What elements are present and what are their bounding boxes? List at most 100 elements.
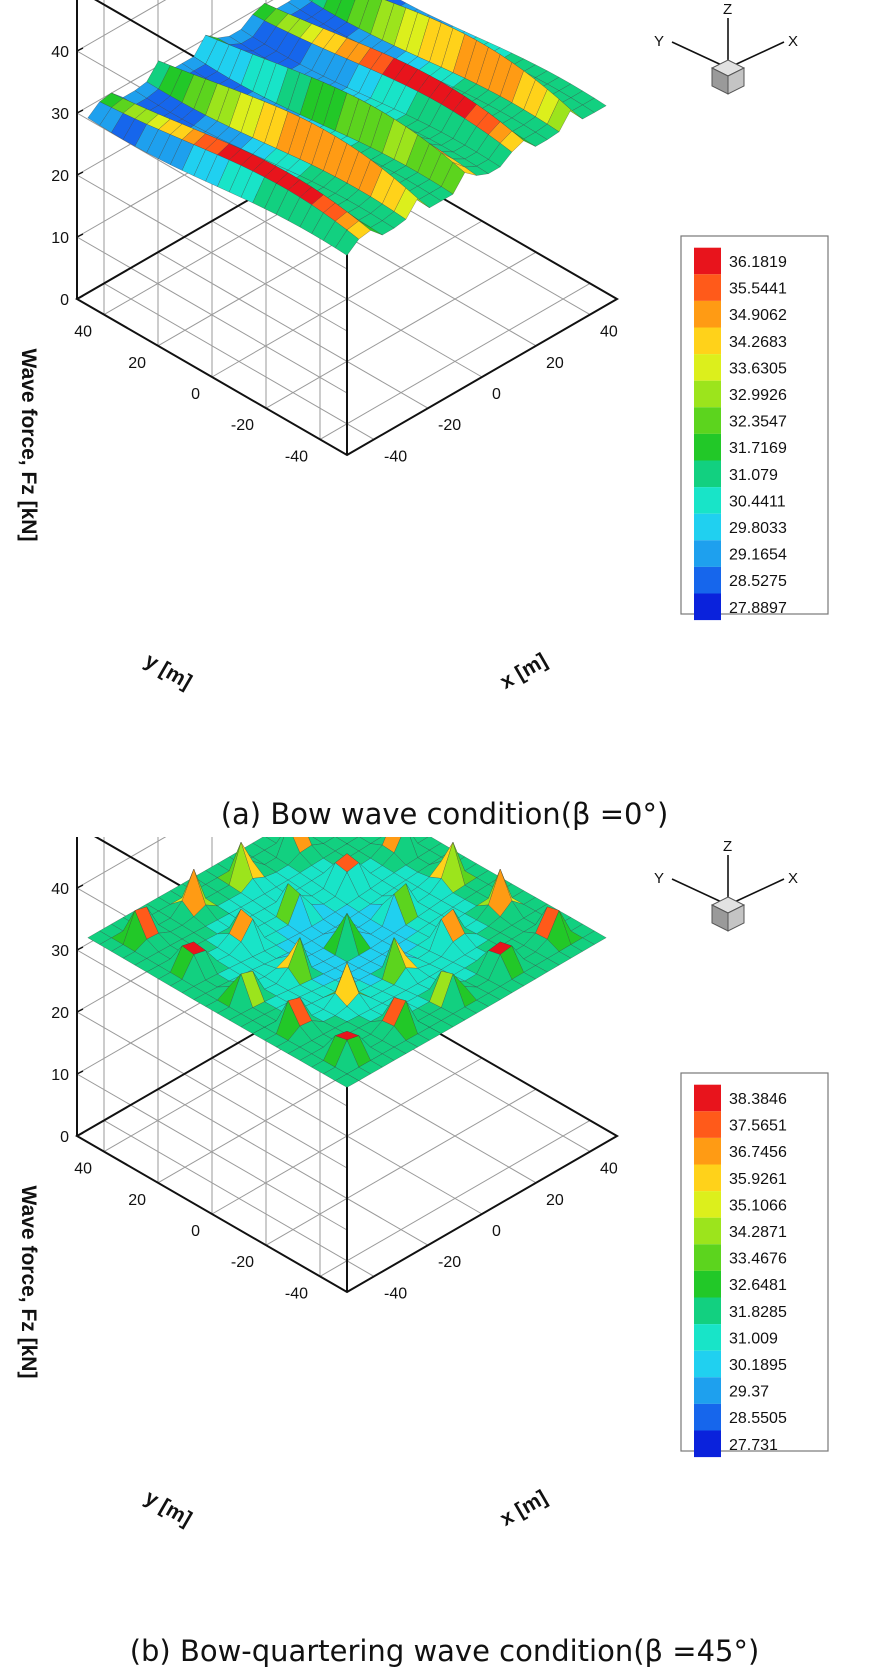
legend-swatch	[694, 593, 721, 621]
legend-level-label: 28.5505	[729, 1410, 787, 1427]
x-tick-label: 40	[600, 324, 618, 341]
y-tick-labels: -40 -20 0 20 40	[74, 1161, 308, 1303]
y-tick-label: 0	[191, 386, 200, 403]
legend-level-label: 31.079	[729, 467, 778, 484]
legend-swatch	[694, 274, 721, 301]
legend-level-label: 28.5275	[729, 573, 787, 590]
legend-swatch	[694, 380, 721, 408]
triad-cube-right	[727, 904, 745, 932]
z-tick-mark	[76, 47, 84, 52]
y-axis-label: y [m]	[141, 649, 196, 694]
legend-level-label: 34.9062	[729, 307, 787, 324]
axis-triad: Z X Y	[654, 1, 798, 95]
legend-swatch	[694, 566, 721, 594]
triad-cube-right	[727, 67, 745, 95]
triad-x-line	[727, 41, 785, 69]
legend-swatch	[694, 1430, 721, 1458]
legend-swatch	[694, 1217, 721, 1245]
legend: 38.3846 37.5651 36.7456 35.9261 35.1066 34.28…	[680, 1072, 829, 1458]
legend-level-label: 36.7456	[729, 1144, 787, 1161]
surface	[87, 837, 607, 1088]
legend-swatch	[694, 327, 721, 355]
z-tick-label: 20	[51, 168, 69, 185]
legend: 36.1819 35.5441 34.9062 34.2683 33.6305 32.99…	[680, 235, 829, 621]
z-tick-label: 10	[51, 230, 69, 247]
x-tick-label: -20	[438, 1254, 461, 1271]
legend-level-label: 32.3547	[729, 414, 787, 431]
triad-y-line	[671, 41, 729, 69]
legend-swatch	[694, 1377, 721, 1404]
z-tick-mark	[76, 109, 84, 114]
z-tick-mark	[76, 171, 84, 176]
legend-level-label: 29.37	[729, 1384, 769, 1401]
legend-level-label: 33.4676	[729, 1251, 787, 1268]
legend-level-label: 35.5441	[729, 281, 787, 298]
surface-cell	[334, 229, 360, 256]
y-tick-label: -40	[285, 1285, 308, 1302]
z-tick-mark	[76, 295, 84, 300]
triad-z-label: Z	[723, 1, 732, 18]
y-tick-label: -40	[285, 448, 308, 465]
z-tick-label: 30	[51, 106, 69, 123]
legend-swatch	[694, 1324, 721, 1351]
legend-swatch	[694, 1191, 721, 1218]
z-tick-mark	[76, 1132, 84, 1137]
legend-swatch	[694, 1403, 721, 1431]
legend-swatch	[694, 247, 721, 275]
legend-swatch	[694, 513, 721, 541]
legend-level-label: 29.8033	[729, 520, 787, 537]
legend-swatch	[694, 300, 721, 328]
y-tick-label: 40	[74, 324, 92, 341]
caption-a: (a) Bow wave condition(β =0°)	[220, 797, 669, 831]
legend-level-label: 30.4411	[729, 493, 786, 510]
z-tick-label: 0	[60, 292, 69, 309]
y-tick-labels: -40 -20 0 20 40	[74, 324, 308, 466]
y-tick-label: 40	[74, 1161, 92, 1178]
legend-level-label: 34.2871	[729, 1224, 787, 1241]
legend-swatch	[694, 433, 721, 461]
x-tick-label: 0	[492, 1223, 501, 1240]
axis-triad: Z X Y	[654, 838, 798, 932]
legend-level-label: 35.9261	[729, 1171, 787, 1188]
z-tick-labels: 01020304050	[51, 44, 84, 309]
legend-swatch	[694, 1297, 721, 1325]
legend-swatch	[694, 354, 721, 381]
legend-level-label: 37.5651	[729, 1118, 787, 1135]
x-tick-labels: -40 -20 0 20 40	[384, 324, 618, 466]
z-tick-mark	[76, 946, 84, 951]
z-tick-mark	[76, 233, 84, 238]
x-tick-label: -40	[384, 1285, 407, 1302]
z-tick-label: 0	[60, 1129, 69, 1146]
z-axis-label: Wave force, Fz [kN]	[17, 349, 40, 542]
surface	[87, 0, 607, 256]
legend-level-label: 32.9926	[729, 387, 787, 404]
legend-level-label: 38.3846	[729, 1091, 787, 1108]
x-tick-label: 20	[546, 355, 564, 372]
legend-level-label: 27.731	[729, 1437, 778, 1454]
legend-level-label: 31.8285	[729, 1304, 787, 1321]
legend-level-label: 29.1654	[729, 547, 787, 564]
legend-swatch	[694, 487, 721, 514]
triad-y-label: Y	[654, 870, 664, 887]
z-tick-mark	[76, 884, 84, 889]
legend-swatch	[694, 1244, 721, 1271]
legend-level-label: 36.1819	[729, 254, 787, 271]
triad-x-line	[727, 878, 785, 906]
legend-level-label: 31.009	[729, 1330, 778, 1347]
triad-x-label: X	[788, 870, 798, 887]
y-tick-label: 20	[128, 355, 146, 372]
y-tick-label: -20	[231, 1254, 254, 1271]
legend-swatch	[694, 407, 721, 434]
legend-level-label: 34.2683	[729, 334, 787, 351]
x-axis-label: x [m]	[496, 649, 551, 694]
back-wall-frame	[76, 837, 348, 1136]
z-tick-label: 30	[51, 943, 69, 960]
z-axis-label: Wave force, Fz [kN]	[17, 1186, 40, 1379]
y-tick-label: 0	[191, 1223, 200, 1240]
legend-level-label: 32.6481	[729, 1277, 787, 1294]
legend-level-label: 33.6305	[729, 360, 787, 377]
